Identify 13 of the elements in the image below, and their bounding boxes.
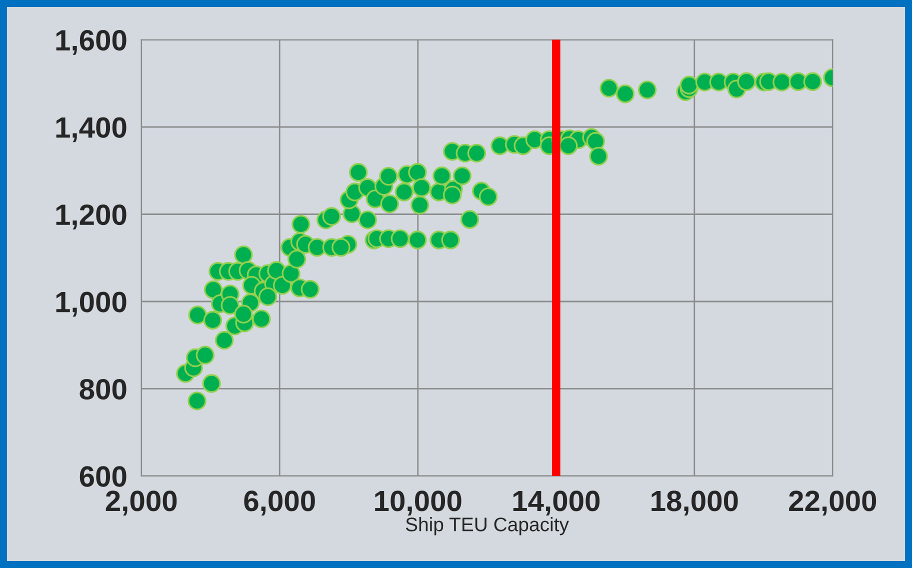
x-tick-label: 22,000 (789, 490, 876, 516)
x-tick-label: 14,000 (513, 490, 600, 516)
x-tick-label: 6,000 (244, 490, 315, 516)
y-tick-label: 1,200 (56, 204, 126, 230)
y-tick-label: 800 (80, 378, 126, 400)
y-tick-label: 1,600 (56, 30, 126, 55)
y-tick-label: 1,400 (56, 117, 126, 142)
y-tick-label: 1,000 (56, 292, 126, 317)
x-tick-label: 10,000 (375, 490, 462, 516)
x-tick-label: 2,000 (106, 490, 177, 516)
x-tick-label: 18,000 (652, 490, 738, 516)
x-axis-title: Ship TEU Capacity (406, 517, 569, 536)
y-tick-label: 600 (80, 466, 126, 487)
